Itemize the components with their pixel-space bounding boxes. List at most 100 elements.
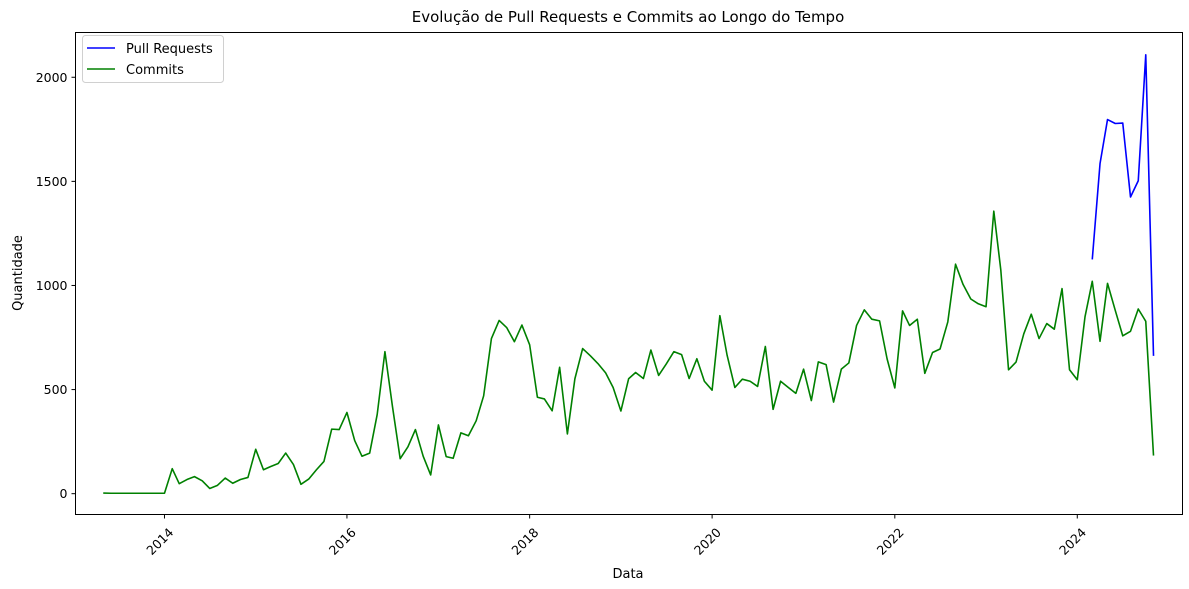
data-point-commits xyxy=(300,484,302,486)
data-point-commits xyxy=(864,309,866,311)
data-point-commits xyxy=(811,400,813,402)
data-point-commits xyxy=(894,387,896,389)
y-tick-label: 1500 xyxy=(36,174,68,189)
data-point-commits xyxy=(551,410,553,412)
y-axis-label: Quantidade xyxy=(11,235,26,311)
data-point-commits xyxy=(1008,369,1010,371)
data-point-commits xyxy=(917,318,919,320)
data-point-commits xyxy=(947,321,949,323)
data-point-pull-requests xyxy=(1122,122,1124,124)
data-point-commits xyxy=(879,320,881,322)
data-point-commits xyxy=(795,393,797,395)
data-point-commits xyxy=(232,482,234,484)
data-point-commits xyxy=(886,358,888,360)
data-point-commits xyxy=(1030,313,1032,315)
data-point-commits xyxy=(186,479,188,481)
chart-title: Evolução de Pull Requests e Commits ao L… xyxy=(412,8,845,26)
plot-area xyxy=(103,53,1155,495)
data-point-pull-requests xyxy=(1145,54,1147,56)
data-point-commits xyxy=(125,492,127,494)
data-point-commits xyxy=(361,455,363,457)
data-point-commits xyxy=(491,338,493,340)
data-point-commits xyxy=(628,378,630,380)
data-point-commits xyxy=(483,395,485,397)
data-point-commits xyxy=(1069,369,1071,371)
data-point-pull-requests xyxy=(1137,180,1139,182)
data-point-commits xyxy=(384,351,386,353)
data-point-commits xyxy=(178,483,180,485)
data-point-commits xyxy=(833,401,835,403)
data-point-commits xyxy=(688,378,690,380)
data-point-commits xyxy=(141,492,143,494)
data-point-commits xyxy=(1000,269,1002,271)
data-point-commits xyxy=(1084,316,1086,318)
data-point-commits xyxy=(597,363,599,365)
legend-label-pull-requests: Pull Requests xyxy=(126,42,213,57)
data-point-commits xyxy=(270,466,272,468)
data-point-commits xyxy=(521,324,523,326)
data-point-commits xyxy=(932,352,934,354)
y-axis: 0 500 1000 1500 2000 xyxy=(36,70,76,501)
data-point-commits xyxy=(1023,333,1025,335)
data-point-commits xyxy=(856,325,858,327)
data-point-commits xyxy=(1107,283,1109,285)
data-point-commits xyxy=(164,492,166,494)
data-point-commits xyxy=(734,387,736,389)
data-point-commits xyxy=(681,354,683,356)
data-point-commits xyxy=(612,387,614,389)
data-point-commits xyxy=(962,284,964,286)
data-point-commits xyxy=(825,364,827,366)
data-point-commits xyxy=(696,358,698,360)
data-point-commits xyxy=(118,492,120,494)
legend-box xyxy=(82,35,224,83)
data-point-commits xyxy=(765,346,767,348)
data-point-commits xyxy=(635,372,637,374)
data-point-pull-requests xyxy=(1091,259,1093,261)
data-point-commits xyxy=(978,303,980,305)
data-point-commits xyxy=(643,378,645,380)
data-point-commits xyxy=(422,455,424,457)
data-point-commits xyxy=(955,263,957,265)
data-point-commits xyxy=(171,468,173,470)
data-point-commits xyxy=(1137,308,1139,310)
data-point-commits xyxy=(156,492,158,494)
data-point-commits xyxy=(711,389,713,391)
data-point-commits xyxy=(285,452,287,454)
data-point-commits xyxy=(605,372,607,374)
data-point-commits xyxy=(346,412,348,414)
data-point-commits xyxy=(939,348,941,350)
x-axis-label: Data xyxy=(612,567,643,582)
data-point-commits xyxy=(841,368,843,370)
data-point-commits xyxy=(620,410,622,412)
data-point-commits xyxy=(658,375,660,377)
y-tick-label: 1000 xyxy=(36,278,68,293)
data-point-commits xyxy=(392,405,394,407)
data-point-commits xyxy=(1099,340,1101,342)
data-point-commits xyxy=(316,469,318,471)
data-point-commits xyxy=(224,477,226,479)
data-point-commits xyxy=(742,378,744,380)
data-point-commits xyxy=(924,373,926,375)
data-point-commits xyxy=(1114,310,1116,312)
data-point-commits xyxy=(970,298,972,300)
data-point-commits xyxy=(537,396,539,398)
data-point-commits xyxy=(293,464,295,466)
data-point-commits xyxy=(1122,335,1124,337)
data-point-commits xyxy=(650,349,652,351)
data-point-commits xyxy=(445,456,447,458)
data-point-commits xyxy=(1076,379,1078,381)
data-point-commits xyxy=(1145,320,1147,322)
data-point-pull-requests xyxy=(1114,123,1116,125)
data-point-commits xyxy=(909,325,911,327)
data-point-commits xyxy=(148,492,150,494)
data-point-commits xyxy=(133,492,135,494)
data-point-commits xyxy=(772,409,774,411)
data-point-commits xyxy=(354,440,356,442)
data-point-commits xyxy=(438,424,440,426)
data-point-pull-requests xyxy=(1153,355,1155,357)
data-point-commits xyxy=(217,485,219,487)
data-point-pull-requests xyxy=(1099,163,1101,165)
data-point-commits xyxy=(430,474,432,476)
